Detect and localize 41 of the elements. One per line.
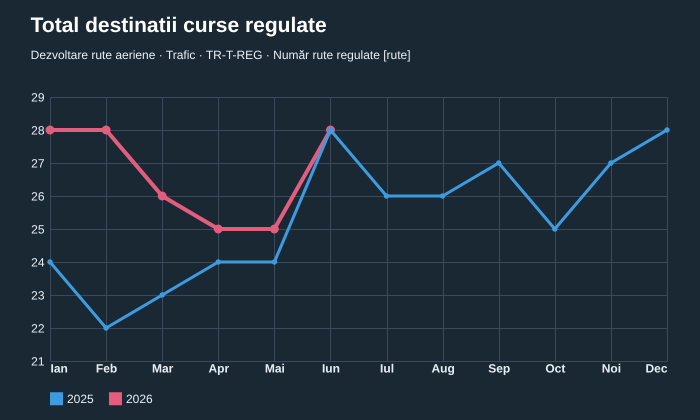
point <box>103 325 109 331</box>
point <box>496 160 502 166</box>
point <box>664 127 670 133</box>
point <box>159 292 165 298</box>
x-tick-label: Mar <box>152 362 174 376</box>
point <box>272 259 278 265</box>
chart-title: Total destinatii curse regulate <box>30 14 327 37</box>
x-tick-label: Noi <box>602 362 622 376</box>
x-tick-label: Feb <box>96 362 118 376</box>
y-tick-label: 24 <box>31 256 45 270</box>
x-tick-label: Dec <box>645 362 668 376</box>
y-tick-label: 28 <box>31 124 45 138</box>
x-tick-label: Apr <box>208 362 230 376</box>
point <box>552 226 558 232</box>
x-tick-label: Iul <box>380 362 394 376</box>
y-tick-label: 21 <box>31 354 45 368</box>
point <box>158 192 167 200</box>
legend-label: 2026 <box>126 392 154 406</box>
y-tick-label: 26 <box>31 190 45 204</box>
y-tick-label: 27 <box>31 156 45 170</box>
point <box>608 160 614 166</box>
point <box>46 126 54 134</box>
y-tick-label: 22 <box>31 322 45 336</box>
point <box>214 224 223 234</box>
x-tick-label: Sep <box>488 362 510 376</box>
legend-label: 2025 <box>67 392 94 406</box>
y-tick-label: 29 <box>31 90 45 104</box>
y-tick-label: 25 <box>31 222 45 236</box>
y-tick-label: 23 <box>31 288 45 302</box>
x-tick-label: Mai <box>264 362 285 376</box>
x-tick-label: Aug <box>431 362 455 376</box>
point <box>270 224 279 234</box>
point <box>216 259 222 265</box>
point <box>384 193 390 199</box>
point <box>440 193 446 199</box>
point <box>102 126 111 134</box>
x-tick-label: Iun <box>322 362 340 376</box>
x-tick-label: Ian <box>50 362 68 376</box>
point <box>47 259 53 265</box>
chart-subtitle: Dezvoltare rute aeriene · Trafic · TR-T-REG · Număr rute regulate [rute] <box>30 48 411 62</box>
x-tick-label: Oct <box>545 362 566 376</box>
